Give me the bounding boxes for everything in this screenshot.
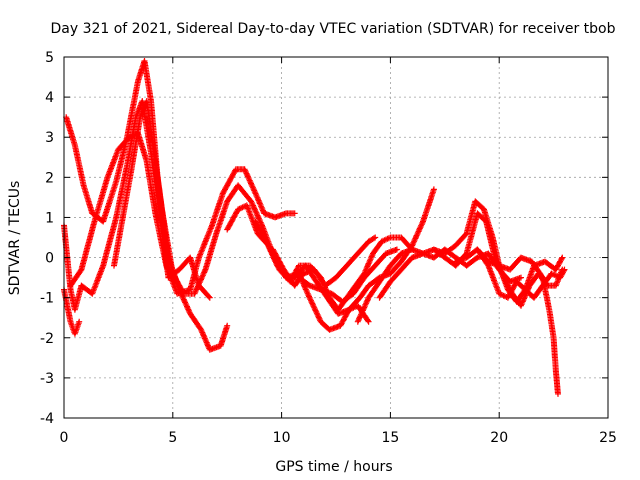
axis-ticks	[63, 56, 609, 419]
y-tick-label: -2	[40, 331, 54, 347]
y-tick-label: 0	[45, 251, 54, 267]
x-tick-label: 0	[60, 430, 69, 446]
plot-frame	[63, 56, 609, 419]
y-tick-label: 2	[45, 170, 54, 186]
y-tick-label: 4	[45, 90, 54, 106]
x-tick-label: 20	[490, 430, 508, 446]
x-tick-label: 25	[599, 430, 617, 446]
series-track-14	[474, 246, 568, 301]
y-tick-label: 1	[45, 210, 54, 226]
series-markers	[474, 246, 568, 301]
grid-lines	[64, 57, 608, 418]
y-tick-label: -4	[40, 411, 54, 427]
y-tick-label: 5	[45, 50, 54, 66]
x-tick-label: 10	[273, 430, 291, 446]
x-tick-label: 15	[381, 430, 399, 446]
y-tick-label: -3	[40, 371, 54, 387]
y-axis-label: SDTVAR / TECUs	[7, 181, 23, 296]
x-tick-label: 5	[168, 430, 177, 446]
x-axis-label: GPS time / hours	[275, 459, 392, 475]
series-track-4	[67, 130, 298, 297]
chart-title: Day 321 of 2021, Sidereal Day-to-day VTE…	[50, 21, 615, 37]
y-tick-label: -1	[40, 291, 54, 307]
series-markers	[67, 130, 298, 297]
y-tick-label: 3	[45, 130, 54, 146]
series-markers	[269, 234, 379, 289]
axis-tick-labels: 0 5 10 15 20 25 -4 -3 -2 -1 0 1 2 3 4 5	[40, 50, 617, 446]
series-track-8	[269, 234, 379, 289]
